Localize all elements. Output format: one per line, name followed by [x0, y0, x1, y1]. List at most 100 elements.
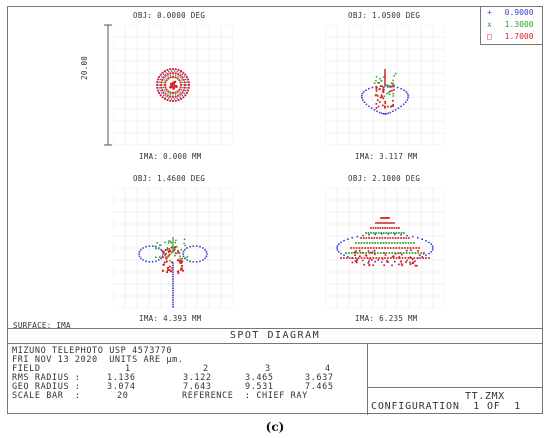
spot-point [379, 101, 381, 103]
spot-point [408, 257, 410, 259]
spot-point [370, 247, 372, 249]
spot-point [184, 94, 186, 96]
spot-point [405, 101, 407, 103]
spot-point [417, 252, 419, 254]
spot-point [175, 100, 177, 102]
spot-point [172, 239, 174, 241]
spot-point [182, 253, 184, 255]
spot-point [170, 241, 172, 243]
spot-point [184, 74, 186, 76]
spot-point [372, 242, 374, 244]
spot-point [359, 255, 361, 257]
spot-point [400, 234, 402, 236]
spot-point [189, 246, 191, 248]
spot-point [159, 81, 160, 82]
spot-point [172, 294, 174, 296]
spot-point [384, 77, 386, 79]
spot-point [177, 250, 179, 252]
spot-point [184, 81, 186, 83]
spot-point [388, 217, 390, 219]
spot-point [398, 252, 400, 254]
spot-point [384, 73, 386, 75]
spot-point [164, 253, 166, 255]
spot-point [177, 73, 179, 75]
spot-point [172, 72, 174, 74]
spot-point [361, 97, 363, 99]
spot-point [383, 264, 385, 266]
panel-2-obj-label: OBJ: 1.0500 DEG [348, 11, 420, 20]
spot-point [181, 265, 183, 267]
spot-point [174, 92, 176, 94]
spot-point [390, 257, 392, 259]
spot-point [179, 93, 181, 95]
spot-point [162, 72, 164, 74]
spot-point [419, 254, 421, 256]
spot-point [386, 93, 388, 95]
spot-point [379, 222, 381, 224]
spot-point [432, 247, 434, 249]
spot-point [406, 250, 408, 252]
spot-point [174, 70, 175, 71]
figure-caption: (c) [0, 420, 550, 434]
spot-point [389, 222, 391, 224]
spot-point [392, 82, 394, 84]
spot-point [177, 77, 179, 79]
spot-point [160, 244, 162, 246]
spot-point [179, 91, 180, 92]
spot-point [161, 89, 163, 91]
spot-point [351, 262, 353, 264]
spot-point [410, 242, 412, 244]
spot-point [372, 264, 374, 266]
spot-point [382, 258, 384, 260]
spot-point [387, 222, 389, 224]
spot-panel-4 [325, 188, 445, 308]
spot-point [172, 100, 174, 102]
spot-point [186, 81, 187, 82]
spot-point [379, 227, 381, 229]
spot-point [395, 237, 397, 239]
spot-point [155, 248, 157, 250]
spot-point [163, 264, 165, 266]
spot-point [366, 103, 368, 105]
spot-point [157, 89, 159, 91]
spot-point [353, 247, 355, 249]
spot-point [192, 245, 194, 247]
spot-point [409, 252, 411, 254]
spot-point [389, 90, 391, 92]
spot-point [184, 245, 186, 247]
spot-point [357, 252, 359, 254]
spot-point [359, 250, 361, 252]
spot-point [175, 239, 177, 241]
spot-point [419, 257, 421, 259]
spot-point [172, 264, 174, 266]
spot-point [186, 247, 188, 249]
spot-point [362, 252, 364, 254]
spot-point [395, 247, 397, 249]
spot-point [385, 113, 387, 115]
legend-label-3: 1.7000 [505, 32, 534, 41]
spot-point [389, 94, 391, 96]
spot-point [372, 251, 374, 253]
panel-3-ima-label: IMA: 4.393 MM [139, 314, 202, 323]
spot-point [348, 252, 350, 254]
spot-point [376, 76, 378, 78]
spot-point [161, 93, 162, 94]
spot-point [196, 245, 198, 247]
spot-point [379, 112, 381, 114]
spot-point [168, 71, 169, 72]
spot-point [362, 235, 364, 237]
spot-point [383, 87, 385, 89]
spot-point [169, 266, 171, 268]
spot-point [362, 260, 364, 262]
spot-point [355, 242, 357, 244]
spot-point [425, 254, 427, 256]
spot-point [414, 252, 416, 254]
spot-point [412, 262, 414, 264]
spot-point [167, 73, 169, 75]
spot-point [361, 257, 363, 259]
spot-point [390, 106, 392, 108]
spot-point [164, 84, 166, 86]
spot-point [365, 237, 367, 239]
spot-point [385, 242, 387, 244]
spot-point [374, 253, 376, 255]
